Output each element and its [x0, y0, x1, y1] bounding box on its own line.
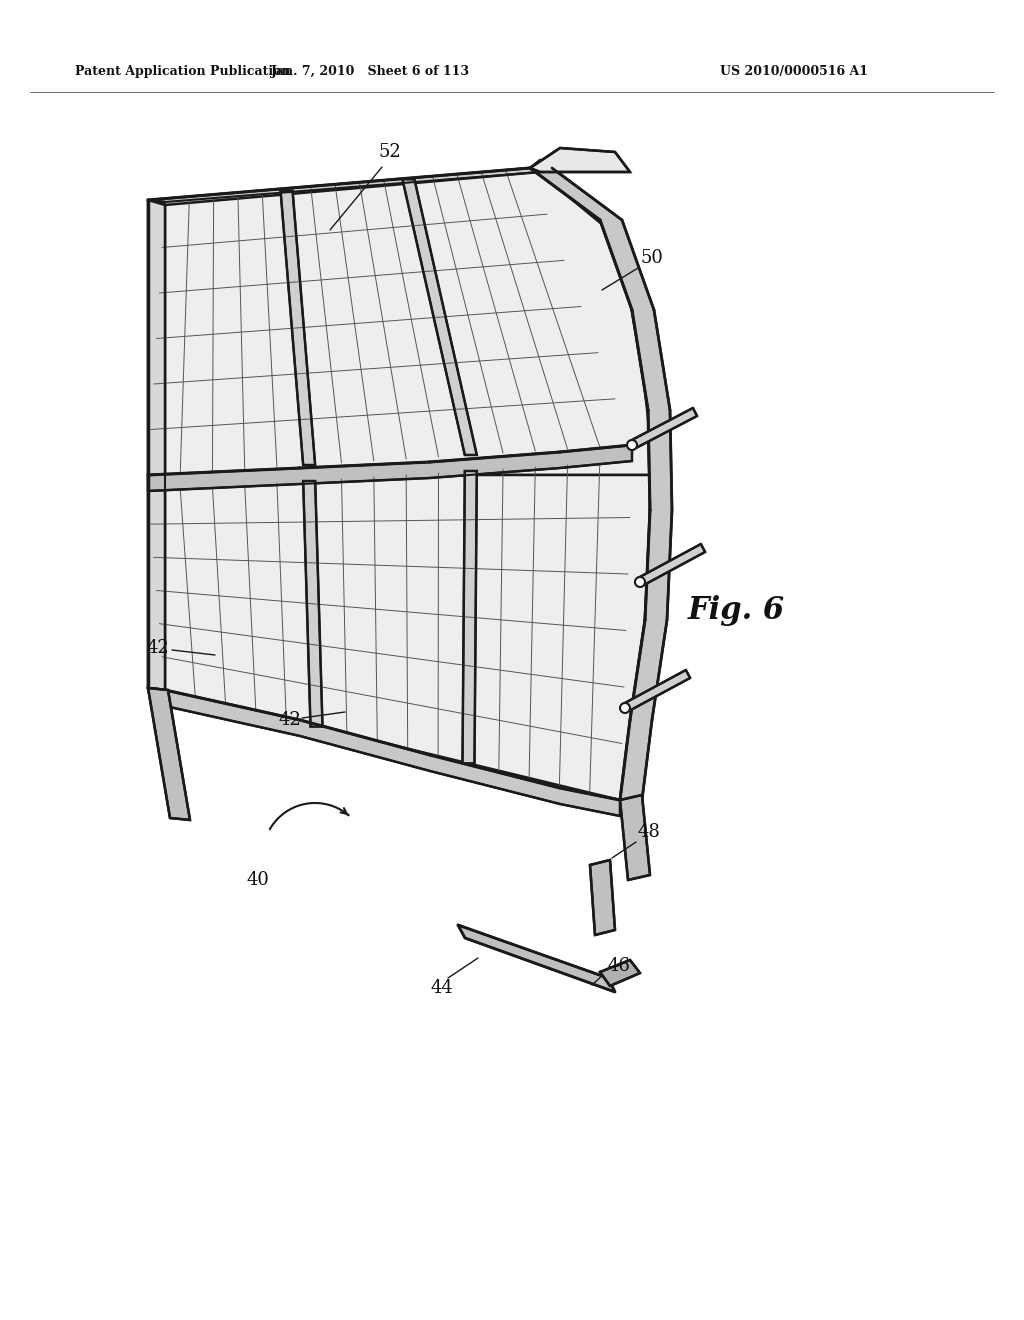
- Polygon shape: [148, 445, 632, 491]
- Text: 48: 48: [638, 822, 660, 841]
- Polygon shape: [165, 690, 620, 816]
- Text: 52: 52: [379, 143, 401, 161]
- Polygon shape: [165, 168, 649, 475]
- Polygon shape: [623, 671, 690, 711]
- Polygon shape: [638, 544, 706, 586]
- Text: 40: 40: [247, 871, 269, 888]
- Text: 46: 46: [608, 957, 631, 975]
- Text: 42: 42: [146, 639, 169, 657]
- Text: 42: 42: [279, 711, 301, 729]
- Text: 50: 50: [640, 249, 663, 267]
- Polygon shape: [165, 475, 650, 800]
- Polygon shape: [402, 180, 477, 455]
- Text: Patent Application Publication: Patent Application Publication: [75, 66, 291, 78]
- Polygon shape: [148, 688, 190, 820]
- Polygon shape: [458, 925, 615, 993]
- Polygon shape: [630, 408, 697, 449]
- Circle shape: [635, 577, 645, 587]
- Polygon shape: [530, 148, 630, 172]
- Polygon shape: [530, 168, 672, 800]
- Circle shape: [627, 440, 637, 450]
- Polygon shape: [281, 190, 315, 465]
- Polygon shape: [463, 471, 477, 763]
- Text: 44: 44: [431, 979, 454, 997]
- Text: US 2010/0000516 A1: US 2010/0000516 A1: [720, 66, 868, 78]
- Polygon shape: [148, 201, 165, 690]
- Polygon shape: [620, 795, 650, 880]
- Text: Jan. 7, 2010   Sheet 6 of 113: Jan. 7, 2010 Sheet 6 of 113: [270, 66, 469, 78]
- Polygon shape: [303, 480, 323, 726]
- Polygon shape: [600, 960, 640, 986]
- Polygon shape: [148, 160, 555, 205]
- Circle shape: [620, 704, 630, 713]
- Polygon shape: [590, 861, 615, 935]
- Text: Fig. 6: Fig. 6: [688, 594, 785, 626]
